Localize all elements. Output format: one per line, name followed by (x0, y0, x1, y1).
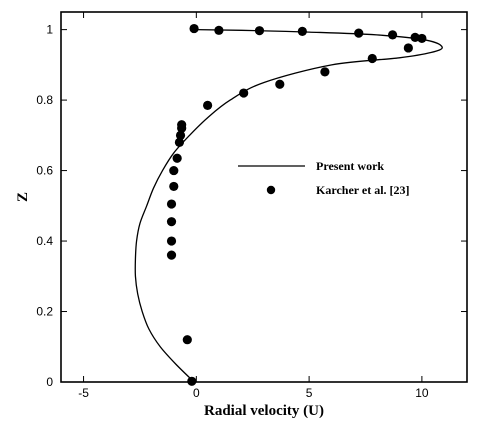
axis-ticks (61, 12, 467, 383)
y-axis-title: Z (15, 192, 31, 202)
karcher-data-point (297, 26, 307, 36)
y-tick-label: 1 (46, 23, 53, 37)
karcher-data-point (403, 43, 413, 53)
karcher-data-point (166, 250, 177, 260)
x-tick-label: 5 (306, 386, 313, 400)
karcher-data-point (174, 137, 185, 147)
karcher-data-point (417, 33, 427, 44)
y-tick-label: 0.8 (36, 93, 53, 107)
karcher-data-point (169, 165, 179, 176)
karcher-data-point (387, 30, 398, 40)
x-axis-title: Radial velocity (U) (204, 403, 324, 419)
karcher-data-point (177, 120, 187, 130)
karcher-data-point (169, 181, 179, 192)
plot-frame (60, 11, 468, 383)
present-work-line (134, 28, 443, 383)
karcher-data-point (254, 26, 265, 36)
x-tick-label: 0 (193, 386, 200, 400)
present-work-series (134, 28, 443, 383)
karcher-data-point (367, 53, 377, 64)
karcher-series (166, 23, 427, 386)
karcher-data-point (239, 88, 249, 98)
x-tick-label: -5 (78, 386, 89, 400)
y-tick-label: 0.2 (36, 305, 53, 319)
karcher-data-point (166, 217, 177, 227)
y-tick-label: 0 (46, 375, 53, 389)
legend: Present work Karcher et al. [23] (238, 159, 410, 197)
karcher-data-point (203, 100, 213, 110)
karcher-data-point (214, 25, 224, 35)
karcher-data-point (172, 153, 182, 163)
karcher-data-point (320, 67, 330, 77)
legend-label-karcher: Karcher et al. [23] (316, 183, 410, 197)
karcher-data-point (187, 376, 197, 386)
karcher-data-point (189, 23, 199, 34)
karcher-data-point (175, 130, 186, 140)
y-tick-label: 0.6 (36, 164, 53, 178)
y-tick-label: 0.4 (36, 234, 53, 248)
karcher-data-point (166, 236, 177, 246)
karcher-data-point (275, 79, 285, 89)
axis-tick-labels: -5 0 5 10 0 0.2 0.4 0.6 0.8 1 (36, 23, 429, 400)
karcher-data-point (182, 335, 192, 345)
legend-marker-swatch (266, 185, 276, 195)
karcher-data-point (410, 32, 420, 42)
karcher-data-point (166, 199, 177, 209)
x-tick-label: 10 (415, 386, 429, 400)
legend-label-present-work: Present work (316, 159, 384, 173)
karcher-data-point (354, 28, 364, 38)
